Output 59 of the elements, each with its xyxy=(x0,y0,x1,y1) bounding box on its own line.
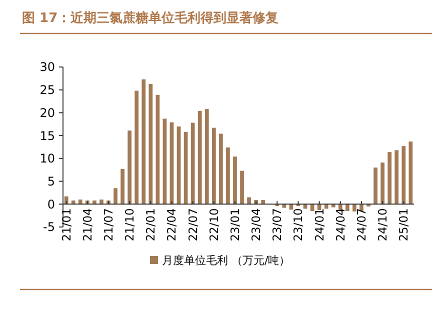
bar xyxy=(226,147,230,204)
y-tick-label: 25 xyxy=(40,83,55,98)
x-tick-label: 22/10 xyxy=(206,208,221,242)
bar xyxy=(148,84,153,204)
bar xyxy=(219,134,223,204)
bar xyxy=(408,142,413,204)
bar xyxy=(114,188,118,204)
x-tick-label: 21/10 xyxy=(122,208,137,242)
bar xyxy=(204,109,209,204)
bar xyxy=(352,204,356,212)
y-tick-label: 30 xyxy=(40,60,55,74)
y-tick-label: 10 xyxy=(40,152,55,166)
y-tick-label: 15 xyxy=(40,128,55,143)
bar xyxy=(402,146,406,204)
bar xyxy=(128,130,132,204)
bar xyxy=(190,122,195,204)
bar xyxy=(324,204,328,209)
x-tick-label: 23/01 xyxy=(228,208,242,242)
bar xyxy=(142,79,146,204)
bar xyxy=(247,197,251,204)
bar xyxy=(134,90,139,204)
legend-label: 月度单位毛利 （万元/吨） xyxy=(162,254,290,267)
x-tick-label: 22/01 xyxy=(144,208,158,242)
bar xyxy=(388,152,392,204)
x-tick-label: 23/10 xyxy=(291,208,306,242)
x-tick-label: 22/07 xyxy=(186,208,200,242)
bar xyxy=(120,168,124,204)
x-tick-label: 24/07 xyxy=(354,208,368,242)
bar xyxy=(176,126,181,204)
bar xyxy=(233,156,237,204)
y-tick-label: 20 xyxy=(40,106,55,120)
bar xyxy=(331,204,336,208)
bar xyxy=(78,200,82,204)
bar xyxy=(212,128,216,204)
y-tick-label: 0 xyxy=(47,197,55,212)
bar xyxy=(198,110,202,204)
x-tick-label: 24/10 xyxy=(376,208,390,242)
bar xyxy=(282,204,286,208)
chart-title: 图 17：近期三氯蔗糖单位毛利得到显著修复 xyxy=(22,10,279,26)
bar xyxy=(184,132,188,204)
bar xyxy=(394,150,399,204)
bar xyxy=(345,204,350,211)
x-tick-label: 24/04 xyxy=(333,208,348,242)
bar xyxy=(162,118,167,204)
x-tick-label: 21/04 xyxy=(80,208,94,242)
x-tick-label: 21/01 xyxy=(59,208,74,242)
x-tick-label: 25/01 xyxy=(396,208,411,242)
x-tick-label: 24/01 xyxy=(312,208,326,242)
bar xyxy=(156,94,160,204)
y-tick-label: 5 xyxy=(47,174,55,188)
bar xyxy=(380,162,384,204)
bar xyxy=(100,200,104,204)
x-tick-label: 21/07 xyxy=(102,208,116,242)
x-tick-label: 23/07 xyxy=(270,208,284,242)
x-tick-label: 22/04 xyxy=(164,208,179,242)
y-tick-label: -5 xyxy=(43,220,55,234)
x-tick-label: 23/04 xyxy=(249,208,264,242)
bar xyxy=(240,170,244,204)
bar xyxy=(374,168,378,204)
